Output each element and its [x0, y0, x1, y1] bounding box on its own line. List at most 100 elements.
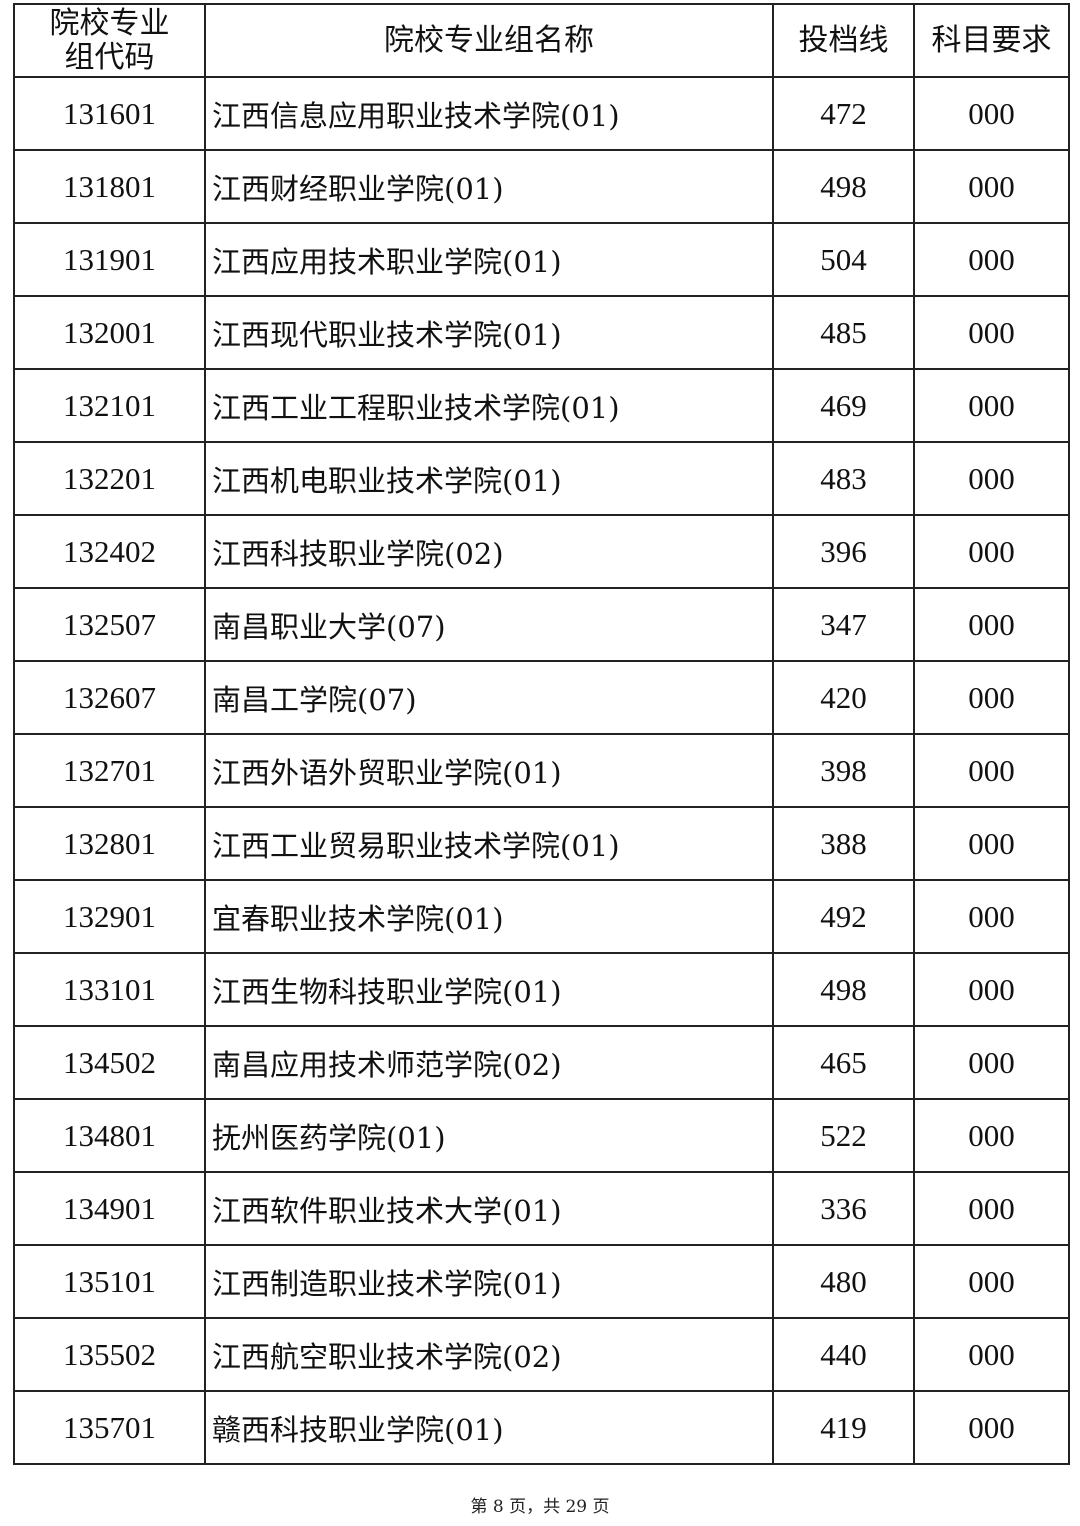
score-cell: 483	[772, 441, 915, 516]
score-cell: 396	[772, 514, 915, 589]
subject-cell: 000	[913, 295, 1070, 370]
code-cell: 135701	[13, 1390, 206, 1465]
table-row: 132801 江西工业贸易职业技术学院(01) 388 000	[13, 806, 1070, 881]
name-cell: 江西现代职业技术学院(01)	[204, 295, 774, 370]
header-row: 院校专业组代码 院校专业组名称 投档线 科目要求	[13, 3, 1070, 78]
subject-cell: 000	[913, 1025, 1070, 1100]
score-cell: 420	[772, 660, 915, 735]
score-cell: 498	[772, 149, 915, 224]
code-cell: 132901	[13, 879, 206, 954]
code-cell: 132701	[13, 733, 206, 808]
score-cell: 419	[772, 1390, 915, 1465]
table-row: 132607 南昌工学院(07) 420 000	[13, 660, 1070, 735]
name-cell: 江西软件职业技术大学(01)	[204, 1171, 774, 1246]
name-cell: 江西工业贸易职业技术学院(01)	[204, 806, 774, 881]
name-cell: 江西信息应用职业技术学院(01)	[204, 76, 774, 151]
subject-cell: 000	[913, 1317, 1070, 1392]
score-cell: 336	[772, 1171, 915, 1246]
header-name: 院校专业组名称	[204, 3, 774, 78]
subject-cell: 000	[913, 806, 1070, 881]
table-row: 131901 江西应用技术职业学院(01) 504 000	[13, 222, 1070, 297]
name-cell: 南昌职业大学(07)	[204, 587, 774, 662]
name-cell: 南昌应用技术师范学院(02)	[204, 1025, 774, 1100]
name-cell: 江西外语外贸职业学院(01)	[204, 733, 774, 808]
table-row: 131801 江西财经职业学院(01) 498 000	[13, 149, 1070, 224]
page-footer: 第 8 页，共 29 页	[470, 1497, 610, 1517]
subject-cell: 000	[913, 952, 1070, 1027]
code-cell: 131801	[13, 149, 206, 224]
name-cell: 江西工业工程职业技术学院(01)	[204, 368, 774, 443]
score-cell: 504	[772, 222, 915, 297]
table-row: 132402 江西科技职业学院(02) 396 000	[13, 514, 1070, 589]
header-subject: 科目要求	[913, 3, 1070, 78]
table-row: 133101 江西生物科技职业学院(01) 498 000	[13, 952, 1070, 1027]
subject-cell: 000	[913, 1390, 1070, 1465]
code-cell: 135502	[13, 1317, 206, 1392]
table-row: 132201 江西机电职业技术学院(01) 483 000	[13, 441, 1070, 516]
table-row: 132001 江西现代职业技术学院(01) 485 000	[13, 295, 1070, 370]
code-cell: 132507	[13, 587, 206, 662]
score-cell: 492	[772, 879, 915, 954]
table-row: 134502 南昌应用技术师范学院(02) 465 000	[13, 1025, 1070, 1100]
subject-cell: 000	[913, 660, 1070, 735]
score-cell: 388	[772, 806, 915, 881]
score-cell: 522	[772, 1098, 915, 1173]
table-row: 132101 江西工业工程职业技术学院(01) 469 000	[13, 368, 1070, 443]
code-cell: 132101	[13, 368, 206, 443]
name-cell: 江西财经职业学院(01)	[204, 149, 774, 224]
code-cell: 133101	[13, 952, 206, 1027]
subject-cell: 000	[913, 76, 1070, 151]
code-cell: 132607	[13, 660, 206, 735]
code-cell: 134901	[13, 1171, 206, 1246]
code-cell: 134801	[13, 1098, 206, 1173]
name-cell: 抚州医药学院(01)	[204, 1098, 774, 1173]
score-cell: 398	[772, 733, 915, 808]
subject-cell: 000	[913, 368, 1070, 443]
code-cell: 132001	[13, 295, 206, 370]
name-cell: 江西制造职业技术学院(01)	[204, 1244, 774, 1319]
table-row: 135701 赣西科技职业学院(01) 419 000	[13, 1390, 1070, 1465]
table-row: 131601 江西信息应用职业技术学院(01) 472 000	[13, 76, 1070, 151]
score-cell: 472	[772, 76, 915, 151]
code-cell: 132801	[13, 806, 206, 881]
score-cell: 485	[772, 295, 915, 370]
table-row: 132701 江西外语外贸职业学院(01) 398 000	[13, 733, 1070, 808]
name-cell: 江西机电职业技术学院(01)	[204, 441, 774, 516]
score-cell: 498	[772, 952, 915, 1027]
code-cell: 132402	[13, 514, 206, 589]
table-row: 135502 江西航空职业技术学院(02) 440 000	[13, 1317, 1070, 1392]
name-cell: 江西应用技术职业学院(01)	[204, 222, 774, 297]
score-cell: 465	[772, 1025, 915, 1100]
subject-cell: 000	[913, 1171, 1070, 1246]
score-cell: 347	[772, 587, 915, 662]
name-cell: 宜春职业技术学院(01)	[204, 879, 774, 954]
name-cell: 江西航空职业技术学院(02)	[204, 1317, 774, 1392]
name-cell: 赣西科技职业学院(01)	[204, 1390, 774, 1465]
code-cell: 131901	[13, 222, 206, 297]
admission-score-table: 院校专业组代码 院校专业组名称 投档线 科目要求 131601 江西信息应用职业技…	[13, 3, 1070, 1465]
code-cell: 131601	[13, 76, 206, 151]
code-cell: 135101	[13, 1244, 206, 1319]
code-cell: 132201	[13, 441, 206, 516]
name-cell: 江西生物科技职业学院(01)	[204, 952, 774, 1027]
name-cell: 南昌工学院(07)	[204, 660, 774, 735]
score-cell: 480	[772, 1244, 915, 1319]
subject-cell: 000	[913, 1098, 1070, 1173]
table-row: 132901 宜春职业技术学院(01) 492 000	[13, 879, 1070, 954]
subject-cell: 000	[913, 733, 1070, 808]
table-row: 135101 江西制造职业技术学院(01) 480 000	[13, 1244, 1070, 1319]
score-cell: 440	[772, 1317, 915, 1392]
subject-cell: 000	[913, 441, 1070, 516]
name-cell: 江西科技职业学院(02)	[204, 514, 774, 589]
table-row: 134801 抚州医药学院(01) 522 000	[13, 1098, 1070, 1173]
score-cell: 469	[772, 368, 915, 443]
subject-cell: 000	[913, 879, 1070, 954]
table-row: 132507 南昌职业大学(07) 347 000	[13, 587, 1070, 662]
code-cell: 134502	[13, 1025, 206, 1100]
subject-cell: 000	[913, 222, 1070, 297]
table-row: 134901 江西软件职业技术大学(01) 336 000	[13, 1171, 1070, 1246]
subject-cell: 000	[913, 149, 1070, 224]
header-score: 投档线	[772, 3, 915, 78]
subject-cell: 000	[913, 587, 1070, 662]
header-code: 院校专业组代码	[13, 3, 206, 78]
